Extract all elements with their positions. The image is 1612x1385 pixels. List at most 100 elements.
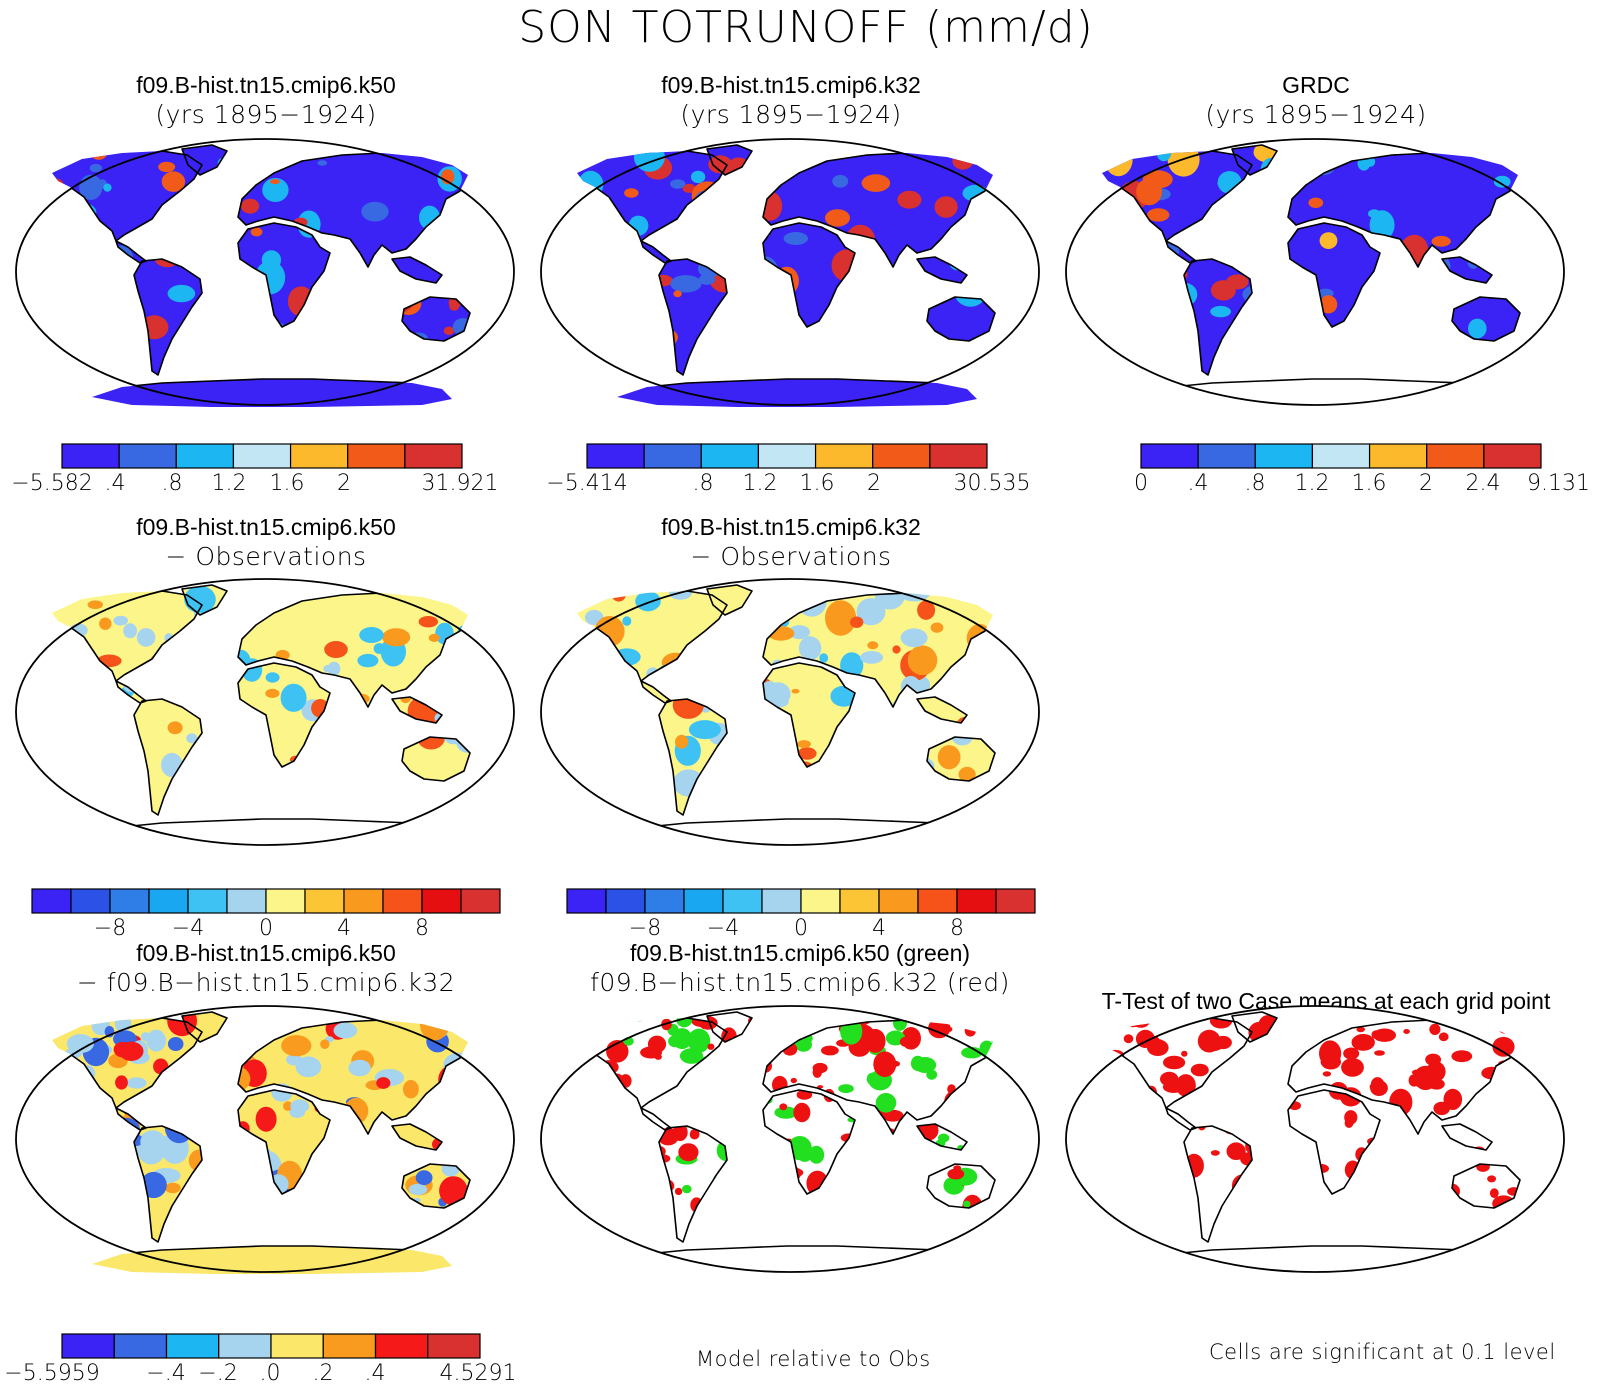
colorbar-swatch: [148, 888, 189, 914]
panel-title-line2: (yrs 1895−1924): [1205, 100, 1427, 129]
panel-title-line1: f09.B-hist.tn15.cmip6.k32: [661, 72, 921, 98]
panel-title-line2: − f09.B−hist.tn15.cmip6.k32: [76, 968, 456, 997]
colorbar-swatch: [839, 888, 880, 914]
coastlines: [51, 1011, 471, 1272]
colorbar-tick-label: 8: [415, 916, 429, 941]
colorbar-swatch: [1197, 443, 1256, 469]
panel-title-line1: f09.B-hist.tn15.cmip6.k32: [661, 514, 921, 540]
map-model-relative-obs: [540, 1005, 1040, 1273]
colorbar-swatch: [643, 443, 702, 469]
colorbar-swatch: [226, 888, 267, 914]
colorbar-tick-label: .2: [313, 1361, 334, 1385]
colorbar-swatch: [644, 888, 685, 914]
colorbar-swatch: [878, 888, 919, 914]
colorbar-swatch: [460, 888, 501, 914]
colorbar-swatch: [382, 888, 423, 914]
panel-title-grdc: GRDC (yrs 1895−1924): [1056, 70, 1576, 130]
colorbar-swatch: [218, 1333, 272, 1359]
colorbar-swatch: [404, 443, 463, 469]
panel-title-k50: f09.B-hist.tn15.cmip6.k50 (yrs 1895−1924…: [6, 70, 526, 130]
colorbar-tick-label: −4: [707, 916, 739, 941]
colorbar-swatch: [270, 1333, 324, 1359]
colorbar-tick-label: −5.414: [546, 471, 627, 496]
colorbar-tick-label: .4: [1188, 471, 1209, 496]
map-frame: [15, 1005, 515, 1273]
colorbar-swatch: [757, 443, 817, 469]
colorbar-k32: −5.414 .8 1.2 1.6 2 30.535: [546, 443, 1031, 496]
colorbar-tick-label: 4: [337, 916, 351, 941]
colorbar-swatch: [929, 443, 988, 469]
colorbar-swatch: [427, 1333, 481, 1359]
colorbar-k50-minus-obs: −8 −4 0 4 8: [31, 888, 501, 941]
colorbar-tick-label: 8: [950, 916, 964, 941]
colorbar-swatch: [566, 888, 607, 914]
colorbar-tick-label: 2: [867, 471, 881, 496]
colorbar-tick-label: 30.535: [954, 471, 1031, 496]
colorbar-swatch: [995, 888, 1036, 914]
map-frame: [540, 138, 1040, 406]
colorbar-tick-label: .4: [365, 1361, 386, 1385]
colorbar-tick-label: 1.6: [1352, 471, 1387, 496]
colorbar-tick-label: −8: [629, 916, 661, 941]
colorbar-tick-label: −.2: [198, 1361, 237, 1385]
colorbar-swatch: [872, 443, 931, 469]
panel-title-line1: f09.B-hist.tn15.cmip6.k50: [136, 940, 396, 966]
colorbar-swatch: [814, 443, 874, 469]
colorbar-swatch: [800, 888, 841, 914]
map-k50-minus-k32: [15, 1005, 515, 1274]
panel-title-line1: f09.B-hist.tn15.cmip6.k50: [136, 514, 396, 540]
colorbar-tick-label: −4: [172, 916, 204, 941]
colorbar-tick-label: 2: [1419, 471, 1433, 496]
colorbar-tick-label: −8: [94, 916, 126, 941]
colorbar-swatch: [586, 443, 645, 469]
colorbar-tick-label: 2.4: [1466, 471, 1501, 496]
colorbar-tick-label: 1.2: [212, 471, 247, 496]
colorbar-swatch: [1368, 443, 1428, 469]
map-frame: [1065, 138, 1565, 406]
figure-title: SON TOTRUNOFF (mm/d): [518, 2, 1094, 53]
map-frame: [540, 578, 1040, 846]
colorbar-tick-label: 2: [337, 471, 351, 496]
colorbar-tick-label: −.4: [146, 1361, 185, 1385]
colorbar-swatch: [761, 888, 802, 914]
colorbar-swatch: [343, 888, 384, 914]
colorbar-tick-label: −5.5959: [4, 1361, 99, 1385]
colorbar-tick-label: 1.6: [800, 471, 835, 496]
colorbar-tick-label: .4: [105, 471, 126, 496]
colorbar-tick-label: .8: [1245, 471, 1266, 496]
colorbar-swatch: [109, 888, 150, 914]
colorbar-swatch: [374, 1333, 429, 1359]
map-frame: [15, 578, 515, 846]
note-significance: Cells are significant at 0.1 level: [1209, 1340, 1556, 1364]
panel-title-rel-obs: f09.B-hist.tn15.cmip6.k50 (green) f09.B−…: [520, 938, 1080, 998]
colorbar-tick-label: 4: [872, 916, 886, 941]
colorbar-swatch: [289, 443, 349, 469]
panel-title-k32-obs: f09.B-hist.tn15.cmip6.k32 − Observations: [531, 512, 1051, 572]
colorbar-swatch: [956, 888, 997, 914]
panel-title-k50-obs: f09.B-hist.tn15.cmip6.k50 − Observations: [6, 512, 526, 572]
colorbar-tick-label: 1.2: [743, 471, 778, 496]
colorbar-tick-label: 0: [794, 916, 808, 941]
colorbar-tick-label: 4.5291: [440, 1361, 517, 1385]
colorbar-tick-label: .8: [693, 471, 714, 496]
colorbar-swatch: [700, 443, 760, 469]
colorbar-swatch: [187, 888, 228, 914]
panel-title-k32: f09.B-hist.tn15.cmip6.k32 (yrs 1895−1924…: [531, 70, 1051, 130]
map-k32-minus-obs: [540, 578, 1040, 846]
colorbar-swatch: [175, 443, 235, 469]
panel-title-line2: (yrs 1895−1924): [155, 100, 377, 129]
panel-title-line2: f09.B−hist.tn15.cmip6.k32 (red): [590, 968, 1010, 997]
colorbar-tick-label: 1.6: [270, 471, 305, 496]
colorbar-tick-label: 0: [259, 916, 273, 941]
coastlines: [1101, 1011, 1521, 1272]
colorbar-swatch: [165, 1333, 220, 1359]
panel-title-line1: GRDC: [1282, 72, 1350, 98]
colorbar-swatch: [70, 888, 111, 914]
colorbar-swatch: [265, 888, 306, 914]
map-frame: [540, 1005, 1040, 1273]
panel-title-line2: − Observations: [690, 542, 892, 571]
map-k50: [15, 138, 515, 407]
map-frame: [1065, 1005, 1565, 1273]
colorbar-swatch: [322, 1333, 377, 1359]
colorbar-tick-label: .8: [162, 471, 183, 496]
